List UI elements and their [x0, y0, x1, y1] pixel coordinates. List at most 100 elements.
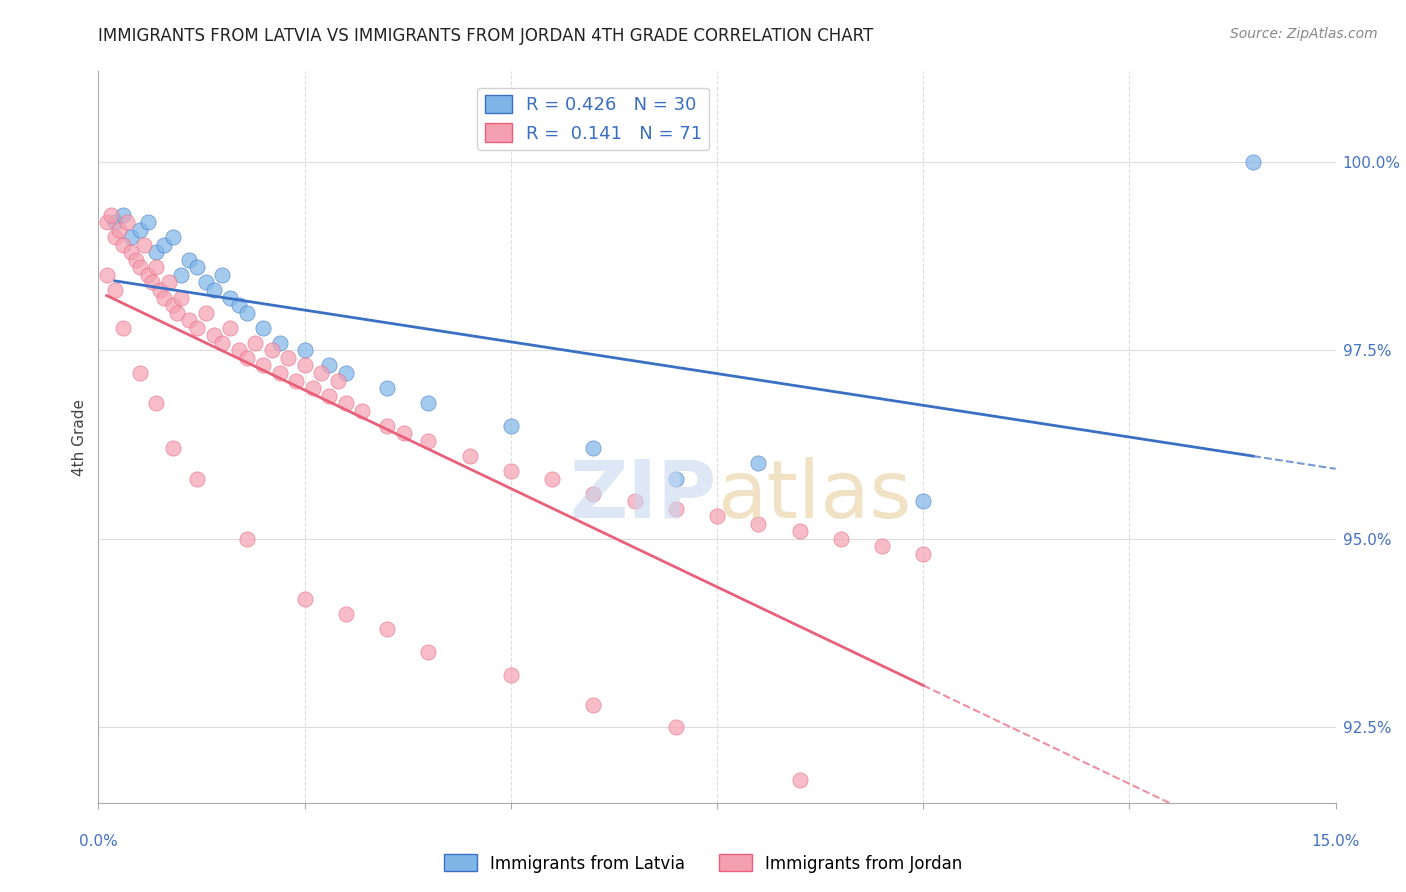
Point	[269, 335, 291, 350]
Point	[335, 396, 357, 410]
Point	[326, 374, 349, 388]
Point	[912, 494, 935, 508]
Point	[418, 645, 440, 659]
Point	[269, 366, 291, 380]
Point	[211, 335, 233, 350]
Point	[541, 471, 564, 485]
Point	[104, 283, 127, 297]
Point	[104, 230, 127, 244]
Point	[104, 215, 127, 229]
Point	[179, 252, 201, 267]
Text: atlas: atlas	[717, 457, 911, 534]
Point	[170, 268, 193, 282]
Point	[100, 208, 122, 222]
Point	[186, 320, 208, 334]
Point	[870, 540, 893, 554]
Point	[149, 283, 172, 297]
Point	[211, 268, 233, 282]
Point	[108, 223, 131, 237]
Point	[499, 418, 522, 433]
Point	[194, 276, 217, 290]
Point	[120, 230, 142, 244]
Point	[309, 366, 332, 380]
Point	[294, 359, 316, 373]
Point	[236, 306, 259, 320]
Point	[335, 607, 357, 622]
Point	[418, 434, 440, 448]
Point	[352, 403, 374, 417]
Point	[219, 320, 242, 334]
Point	[830, 532, 852, 546]
Point	[252, 359, 274, 373]
Point	[157, 276, 180, 290]
Point	[392, 426, 415, 441]
Point	[153, 237, 176, 252]
Text: IMMIGRANTS FROM LATVIA VS IMMIGRANTS FROM JORDAN 4TH GRADE CORRELATION CHART: IMMIGRANTS FROM LATVIA VS IMMIGRANTS FRO…	[98, 27, 873, 45]
Point	[166, 306, 188, 320]
Point	[145, 260, 167, 275]
Point	[418, 396, 440, 410]
Point	[132, 237, 155, 252]
Point	[112, 208, 135, 222]
Point	[375, 623, 398, 637]
Point	[96, 268, 118, 282]
Point	[789, 524, 811, 539]
Point	[194, 306, 217, 320]
Point	[228, 343, 250, 358]
Point	[665, 720, 688, 734]
Point	[665, 471, 688, 485]
Point	[499, 667, 522, 681]
Point	[623, 494, 645, 508]
Point	[202, 328, 225, 343]
Point	[318, 359, 340, 373]
Point	[228, 298, 250, 312]
Point	[124, 252, 146, 267]
Point	[236, 351, 259, 365]
Point	[243, 335, 266, 350]
Legend: R = 0.426   N = 30, R =  0.141   N = 71: R = 0.426 N = 30, R = 0.141 N = 71	[477, 87, 710, 150]
Point	[153, 291, 176, 305]
Point	[236, 532, 259, 546]
Point	[128, 223, 150, 237]
Point	[128, 260, 150, 275]
Point	[162, 298, 184, 312]
Point	[582, 486, 605, 500]
Point	[128, 366, 150, 380]
Text: 0.0%: 0.0%	[79, 834, 118, 849]
Point	[170, 291, 193, 305]
Point	[136, 215, 159, 229]
Legend: Immigrants from Latvia, Immigrants from Jordan: Immigrants from Latvia, Immigrants from …	[437, 847, 969, 880]
Point	[789, 773, 811, 788]
Point	[335, 366, 357, 380]
Point	[186, 260, 208, 275]
Point	[202, 283, 225, 297]
Point	[747, 457, 769, 471]
Point	[252, 320, 274, 334]
Point	[302, 381, 325, 395]
Point	[145, 396, 167, 410]
Point	[582, 698, 605, 712]
Point	[458, 449, 481, 463]
Point	[219, 291, 242, 305]
Point	[162, 230, 184, 244]
Point	[499, 464, 522, 478]
Point	[162, 442, 184, 456]
Point	[145, 245, 167, 260]
Y-axis label: 4th Grade: 4th Grade	[72, 399, 87, 475]
Text: Source: ZipAtlas.com: Source: ZipAtlas.com	[1230, 27, 1378, 41]
Point	[285, 374, 308, 388]
Point	[1241, 154, 1264, 169]
Point	[120, 245, 142, 260]
Point	[375, 418, 398, 433]
Point	[141, 276, 163, 290]
Point	[112, 320, 135, 334]
Point	[96, 215, 118, 229]
Point	[912, 547, 935, 561]
Point	[112, 237, 135, 252]
Point	[747, 516, 769, 531]
Point	[186, 471, 208, 485]
Point	[318, 389, 340, 403]
Point	[136, 268, 159, 282]
Point	[117, 215, 139, 229]
Point	[179, 313, 201, 327]
